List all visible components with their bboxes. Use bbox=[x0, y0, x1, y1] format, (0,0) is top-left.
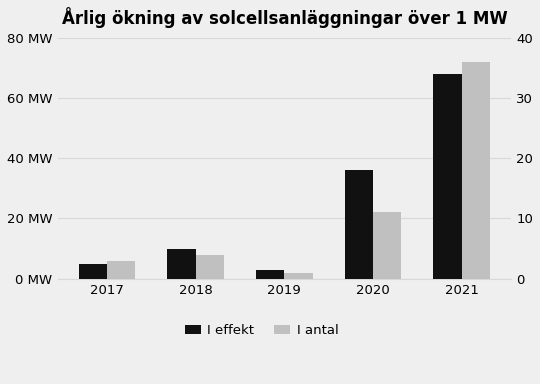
Bar bbox=[462, 62, 490, 279]
Bar bbox=[373, 212, 402, 279]
Bar bbox=[285, 273, 313, 279]
Title: Årlig ökning av solcellsanläggningar över 1 MW: Årlig ökning av solcellsanläggningar öve… bbox=[62, 7, 507, 28]
Bar bbox=[107, 261, 136, 279]
Bar bbox=[256, 270, 285, 279]
Legend: I effekt, I antal: I effekt, I antal bbox=[180, 319, 344, 343]
Bar bbox=[345, 170, 373, 279]
Bar bbox=[434, 74, 462, 279]
Bar bbox=[78, 263, 107, 279]
Bar bbox=[195, 255, 224, 279]
Bar bbox=[167, 248, 195, 279]
